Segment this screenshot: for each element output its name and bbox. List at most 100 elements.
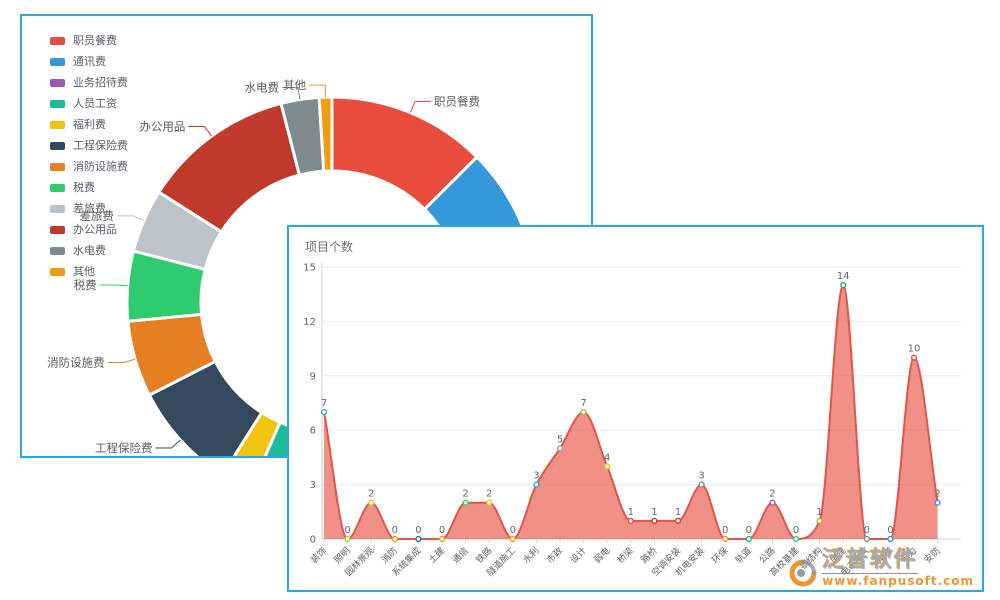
x-axis-tick-label: 弱电 xyxy=(591,545,612,566)
pie-label-line xyxy=(155,439,181,449)
legend-item[interactable]: 工程保险费 xyxy=(50,135,128,156)
data-point-value-label: 0 xyxy=(510,525,516,536)
data-point-value-label: 7 xyxy=(321,398,327,409)
data-point[interactable] xyxy=(816,517,823,524)
data-point[interactable] xyxy=(934,499,941,506)
legend-swatch xyxy=(50,36,65,45)
watermark: 泛普软件 www.fanpusoft.com xyxy=(788,547,974,588)
data-point[interactable] xyxy=(674,517,682,524)
data-point-value-label: 1 xyxy=(816,507,822,518)
data-point[interactable] xyxy=(910,354,918,361)
data-point[interactable] xyxy=(533,481,540,488)
legend-item[interactable]: 办公用品 xyxy=(50,219,128,240)
data-point[interactable] xyxy=(580,408,587,416)
data-point-value-label: 1 xyxy=(651,507,657,518)
data-point[interactable] xyxy=(840,282,847,289)
legend-swatch xyxy=(50,99,65,108)
legend-item-label: 通讯费 xyxy=(73,55,106,68)
data-point[interactable] xyxy=(344,535,351,543)
data-point-value-label: 2 xyxy=(462,489,468,500)
data-point-value-label: 1 xyxy=(675,507,681,518)
pie-label: 办公用品 xyxy=(139,119,185,133)
legend-item-label: 消防设施费 xyxy=(73,160,128,173)
data-point-value-label: 0 xyxy=(864,525,870,536)
data-point-value-label: 14 xyxy=(837,271,850,282)
data-point-value-label: 0 xyxy=(344,525,350,536)
x-axis-tick-label: 公路 xyxy=(756,545,777,566)
y-axis-tick-label: 3 xyxy=(310,480,316,491)
pie-label-line xyxy=(409,101,432,113)
y-axis-tick-label: 0 xyxy=(310,535,316,546)
legend-swatch xyxy=(50,246,65,255)
data-point[interactable] xyxy=(722,535,729,543)
data-point-value-label: 2 xyxy=(769,489,775,500)
pie-label-line xyxy=(282,87,301,100)
data-point[interactable] xyxy=(863,535,870,543)
data-point[interactable] xyxy=(368,499,375,506)
legend-item[interactable]: 其他 xyxy=(50,261,128,282)
data-point-value-label: 0 xyxy=(746,525,752,536)
data-point[interactable] xyxy=(556,445,564,452)
data-point[interactable] xyxy=(651,517,658,524)
pie-label: 差旅费 xyxy=(79,209,114,223)
data-point[interactable] xyxy=(438,535,446,543)
legend-item-label: 办公用品 xyxy=(73,223,117,236)
data-point[interactable] xyxy=(604,463,611,470)
pie-label: 职员餐费 xyxy=(434,95,480,109)
data-point[interactable] xyxy=(887,535,894,543)
legend-item[interactable]: 税费 xyxy=(50,177,128,198)
x-axis-tick-label: 消防 xyxy=(379,545,400,566)
donut-legend: 职员餐费 通讯费 业务招待费 人员工资 福利费 工程保险费 消防设施费 税费 差旅费 办公用品 水电… xyxy=(50,30,128,282)
legend-swatch xyxy=(50,78,65,87)
data-point[interactable] xyxy=(769,499,776,506)
data-point-value-label: 2 xyxy=(368,489,374,500)
x-axis-tick-label: 铁路 xyxy=(473,545,494,566)
data-point[interactable] xyxy=(792,535,800,543)
data-point[interactable] xyxy=(462,499,469,506)
data-point-value-label: 0 xyxy=(887,525,893,536)
x-axis-tick-label: 通信 xyxy=(449,545,470,566)
legend-item[interactable]: 通讯费 xyxy=(50,51,128,72)
data-point[interactable] xyxy=(415,535,422,543)
x-axis-tick-label: 照明 xyxy=(332,545,353,566)
legend-item[interactable]: 人员工资 xyxy=(50,93,128,114)
area-chart-title: 项目个数 xyxy=(305,240,354,254)
data-point-value-label: 1 xyxy=(628,507,634,518)
data-point-value-label: 0 xyxy=(415,525,421,536)
legend-item[interactable]: 差旅费 xyxy=(50,198,128,219)
data-point[interactable] xyxy=(745,535,752,543)
legend-item-label: 职员餐费 xyxy=(73,34,117,47)
watermark-url[interactable]: www.fanpusoft.com xyxy=(822,573,974,588)
legend-swatch xyxy=(50,57,65,66)
x-axis-tick-label: 环保 xyxy=(709,545,730,566)
data-point[interactable] xyxy=(486,499,493,506)
legend-swatch xyxy=(50,162,65,171)
legend-swatch xyxy=(50,183,65,192)
data-point-value-label: 3 xyxy=(698,471,704,482)
data-point-value-label: 3 xyxy=(533,471,539,482)
data-point[interactable] xyxy=(320,408,328,416)
data-point[interactable] xyxy=(509,535,516,543)
legend-item[interactable]: 水电费 xyxy=(50,240,128,261)
legend-item[interactable]: 职员餐费 xyxy=(50,30,128,51)
data-point[interactable] xyxy=(391,535,398,543)
area-chart: 03691215装饰7照明0园林景观2消防0系统集成0土建0通信2铁路2隧道施工… xyxy=(303,263,961,579)
pie-label: 水电费 xyxy=(245,81,280,95)
data-point[interactable] xyxy=(627,517,634,524)
pie-label-line xyxy=(116,215,145,222)
data-point[interactable] xyxy=(698,481,705,488)
legend-item-label: 工程保险费 xyxy=(73,139,128,152)
watermark-brand: 泛普软件 xyxy=(822,547,919,574)
legend-item[interactable]: 消防设施费 xyxy=(50,156,128,177)
pie-label: 其他 xyxy=(283,78,306,92)
x-axis-tick-label: 路桥 xyxy=(638,545,659,566)
pie-label-line xyxy=(188,125,212,137)
x-axis-tick-label: 装饰 xyxy=(308,545,329,566)
legend-item[interactable]: 业务招待费 xyxy=(50,72,128,93)
y-axis-tick-label: 12 xyxy=(303,317,316,328)
legend-item[interactable]: 福利费 xyxy=(50,114,128,135)
pie-segment[interactable] xyxy=(317,95,334,173)
legend-item-label: 其他 xyxy=(73,265,95,278)
data-point-value-label: 0 xyxy=(392,525,398,536)
